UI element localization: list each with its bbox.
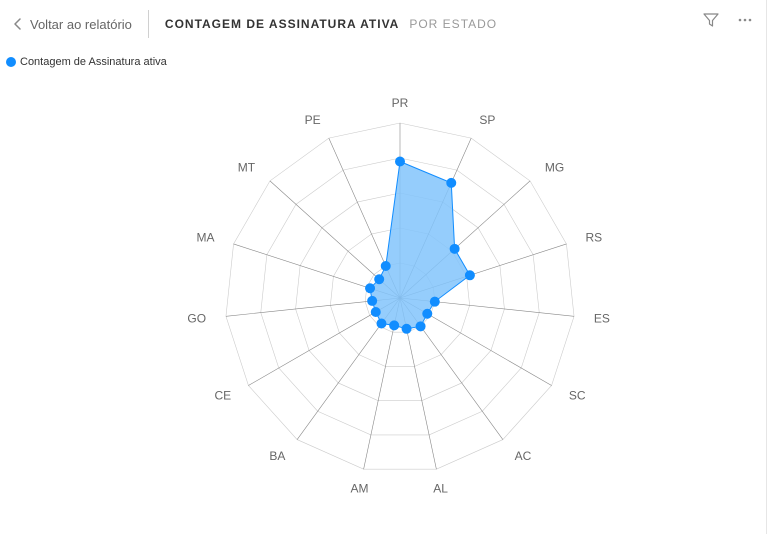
- chevron-left-icon: [12, 18, 24, 30]
- data-point: [374, 274, 384, 284]
- axis-label: MA: [197, 231, 215, 245]
- data-point: [416, 321, 426, 331]
- filter-icon[interactable]: [699, 8, 723, 37]
- radar-chart: PR SP MG RS ES SC AC AL AM BA CE GO MA MT PE: [0, 68, 767, 528]
- axis-label: BA: [269, 449, 285, 463]
- data-point: [446, 178, 456, 188]
- legend-label: Contagem de Assinatura ativa: [20, 56, 167, 68]
- back-label: Voltar ao relatório: [30, 17, 132, 32]
- axis-label: AL: [433, 482, 448, 496]
- axis-label: PE: [305, 113, 321, 127]
- data-point: [389, 320, 399, 330]
- page-title: CONTAGEM DE ASSINATURA ATIVA: [165, 17, 399, 31]
- data-point: [430, 297, 440, 307]
- header-bar: Voltar ao relatório CONTAGEM DE ASSINATU…: [0, 0, 767, 48]
- axis-label: CE: [214, 389, 231, 403]
- legend-marker-icon: [6, 57, 16, 67]
- data-point: [376, 318, 386, 328]
- top-actions: [699, 8, 757, 37]
- more-options-icon[interactable]: [733, 8, 757, 37]
- axis-label: PR: [392, 96, 409, 110]
- axis-label: SC: [569, 389, 586, 403]
- axis-label: GO: [187, 311, 206, 325]
- data-point: [395, 157, 405, 167]
- data-point: [367, 296, 377, 306]
- data-point: [465, 270, 475, 280]
- page-subtitle: POR ESTADO: [409, 17, 497, 31]
- header-divider: [148, 10, 149, 38]
- data-point: [371, 307, 381, 317]
- axis-label: ES: [594, 311, 610, 325]
- axis-label: AM: [350, 482, 368, 496]
- axis-label: AC: [515, 449, 532, 463]
- data-point: [381, 261, 391, 271]
- chart-legend: Contagem de Assinatura ativa: [0, 48, 767, 68]
- data-point: [365, 283, 375, 293]
- data-point: [402, 324, 412, 334]
- axis-label: MT: [238, 161, 256, 175]
- axis-label: RS: [585, 231, 602, 245]
- axis-label: MG: [545, 161, 564, 175]
- data-point: [422, 309, 432, 319]
- data-point: [450, 244, 460, 254]
- axis-label: SP: [479, 113, 495, 127]
- back-button[interactable]: Voltar ao relatório: [12, 17, 132, 32]
